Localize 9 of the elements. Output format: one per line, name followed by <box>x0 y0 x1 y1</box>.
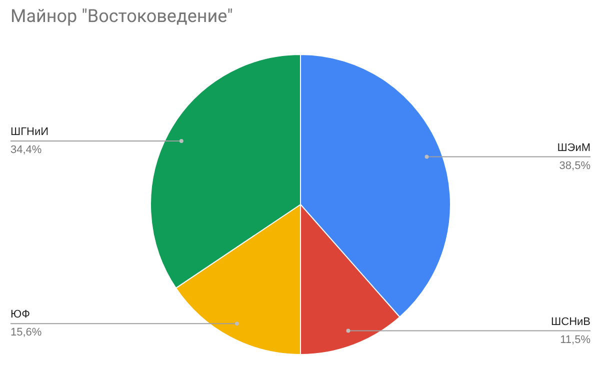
data-label: 34,4% <box>10 144 42 156</box>
data-label: 15,6% <box>10 326 42 339</box>
data-label: 38,5% <box>559 160 591 172</box>
slice-label: ШСНиВ <box>551 316 590 328</box>
data-label: 11,5% <box>560 334 591 346</box>
chart-title: Майнор "Востоковедение" <box>10 6 233 27</box>
slice-label: ШЭиМ <box>557 142 590 154</box>
slice-label: ШГНиИ <box>10 126 49 138</box>
slice-label: ЮФ <box>10 308 30 321</box>
